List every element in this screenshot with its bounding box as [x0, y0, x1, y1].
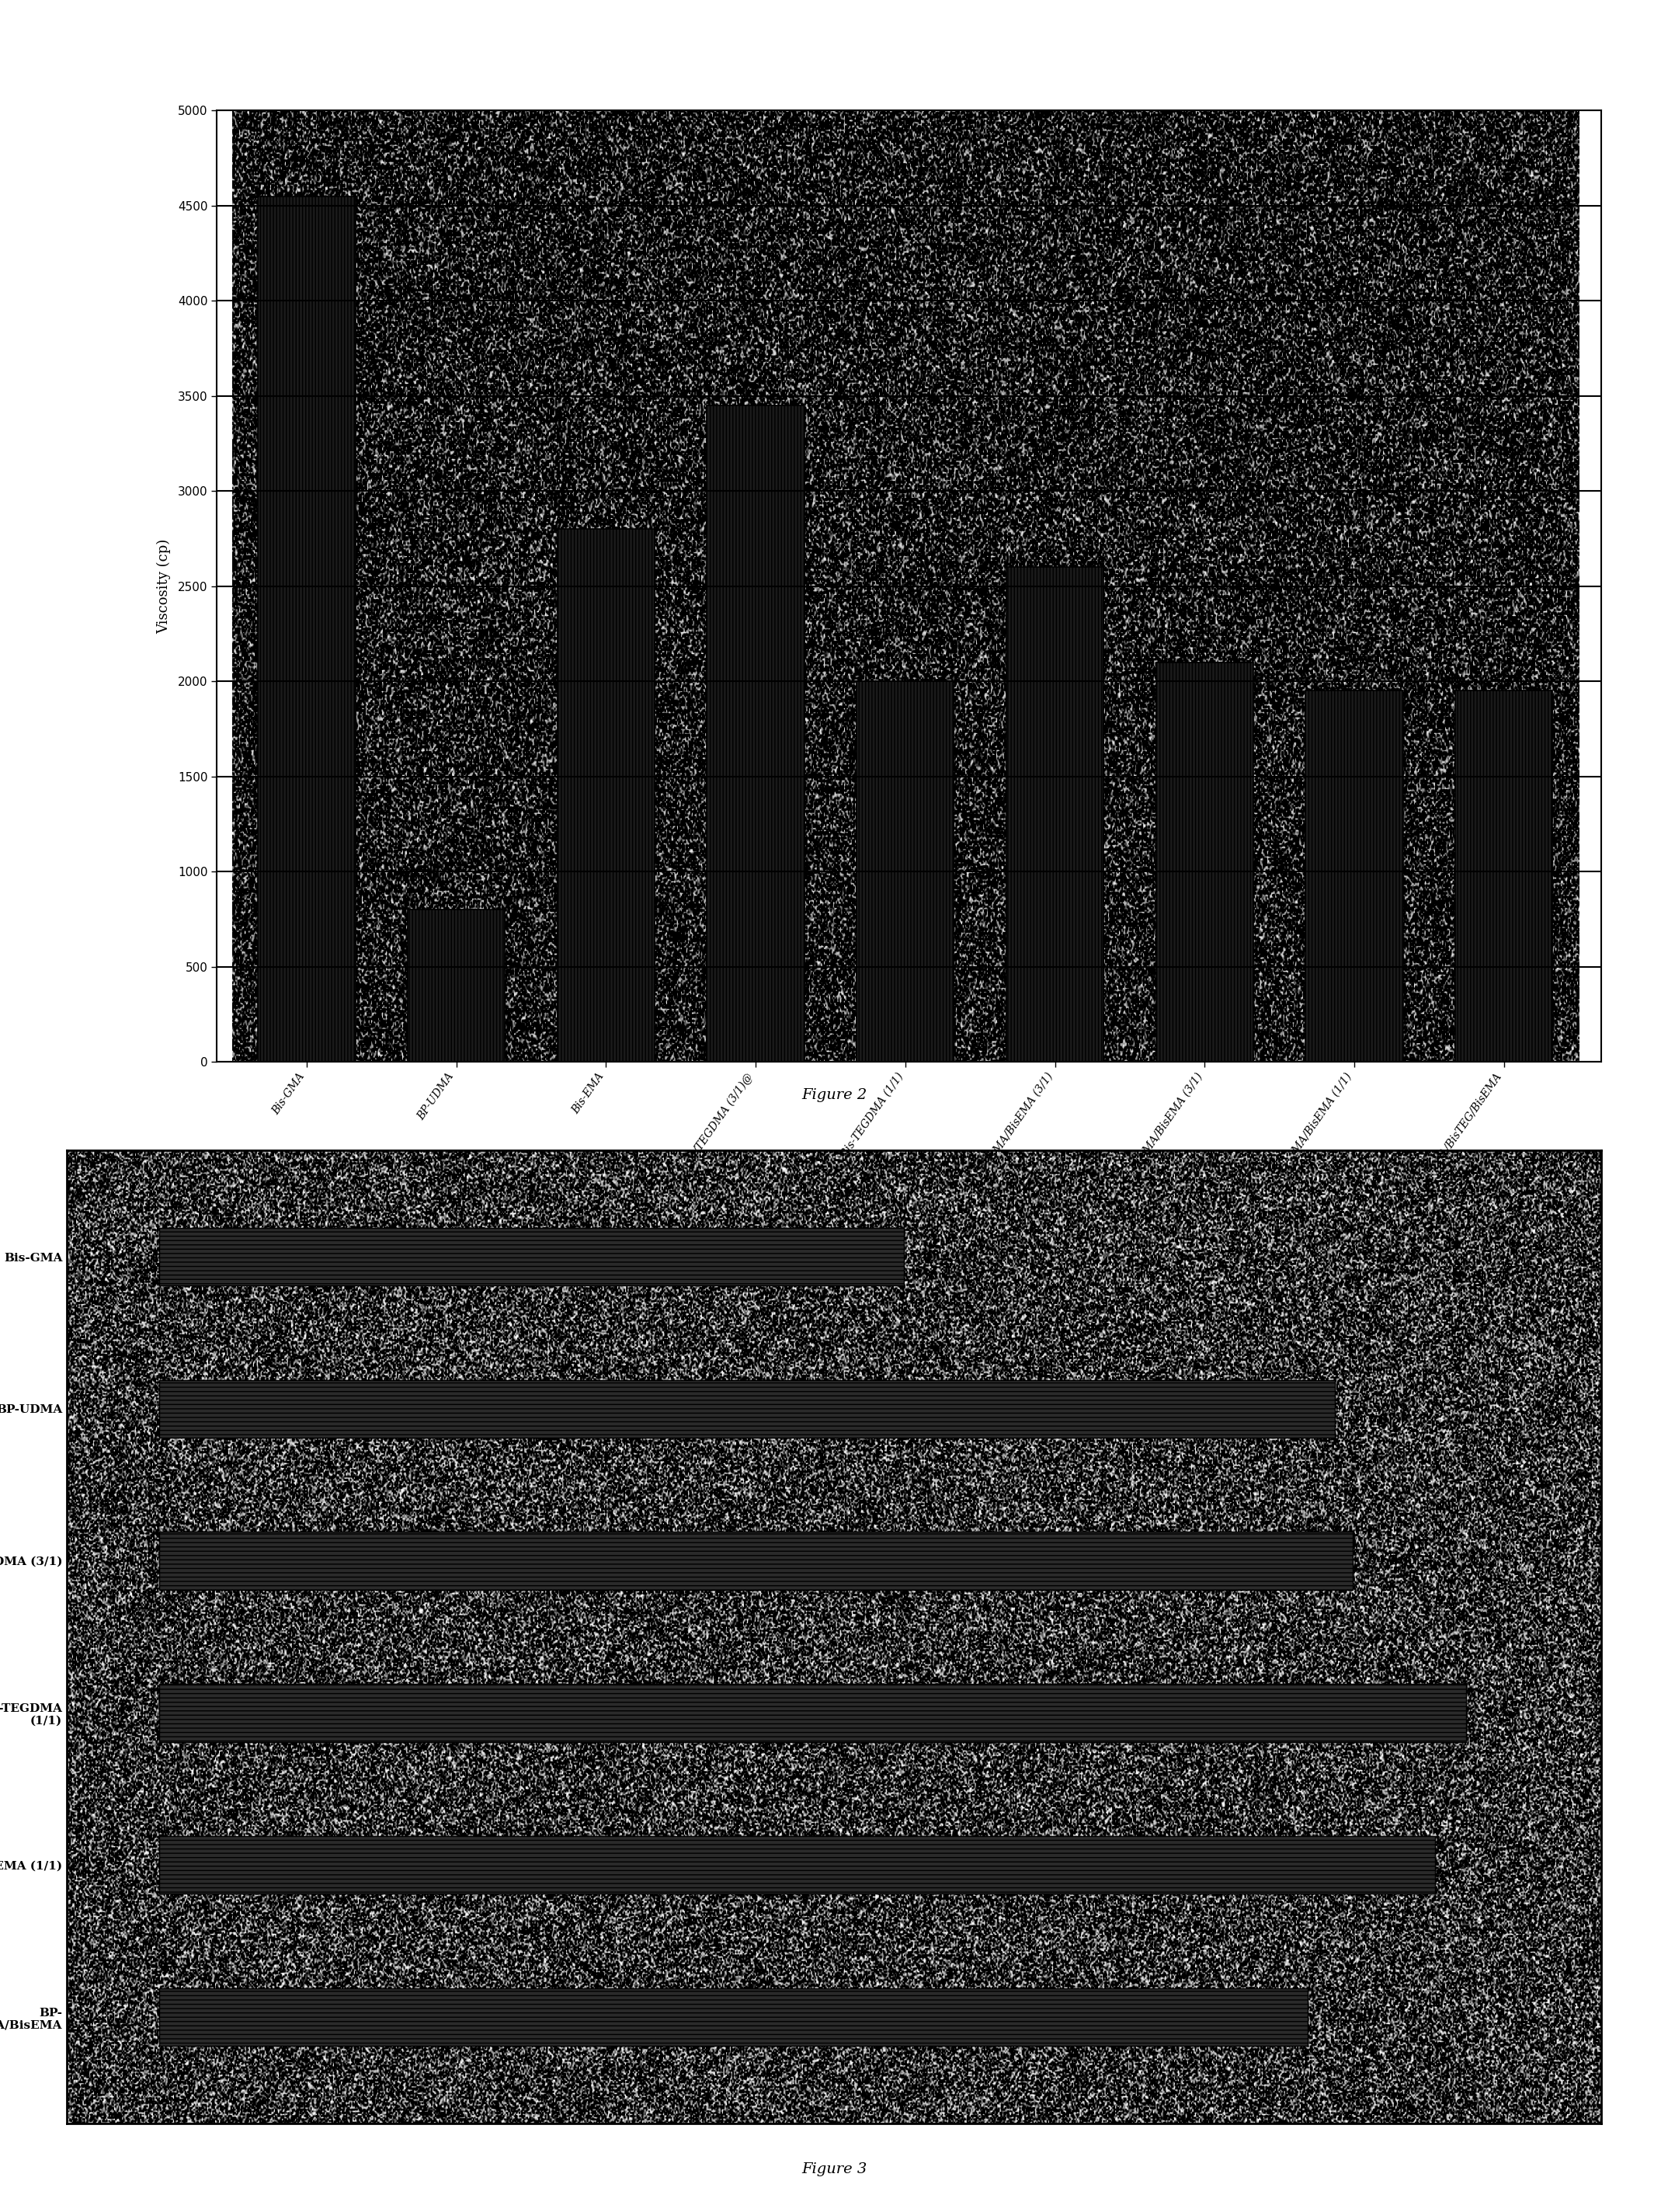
Bar — [158, 1533, 1353, 1590]
Bar — [1006, 566, 1104, 1062]
Bar — [158, 1836, 1434, 1893]
Bar — [158, 1228, 904, 1285]
Bar — [1156, 661, 1253, 1062]
Bar — [1306, 690, 1403, 1062]
Bar — [1456, 690, 1553, 1062]
Text: 62.1194: 62.1194 — [1323, 2011, 1381, 2024]
Text: % DC: % DC — [811, 1190, 857, 1203]
Bar — [158, 1380, 1334, 1438]
Bar — [407, 909, 505, 1062]
Bar — [158, 1989, 1308, 2046]
Text: 40.2976: 40.2976 — [919, 1250, 977, 1263]
Text: 70.68: 70.68 — [1481, 1705, 1521, 1719]
Bar — [707, 405, 804, 1062]
Text: 63.5999: 63.5999 — [1349, 1402, 1408, 1416]
Bar — [158, 1683, 1466, 1741]
Y-axis label: Viscosity (cp): Viscosity (cp) — [157, 540, 172, 633]
Bar — [857, 681, 954, 1062]
Text: 69: 69 — [1449, 1858, 1468, 1871]
Bar — [557, 529, 654, 1062]
Text: Figure 3: Figure 3 — [801, 2163, 867, 2177]
Text: Figure 2: Figure 2 — [801, 1088, 867, 1102]
Bar — [259, 197, 355, 1062]
Text: 64.5652: 64.5652 — [1368, 1555, 1426, 1568]
